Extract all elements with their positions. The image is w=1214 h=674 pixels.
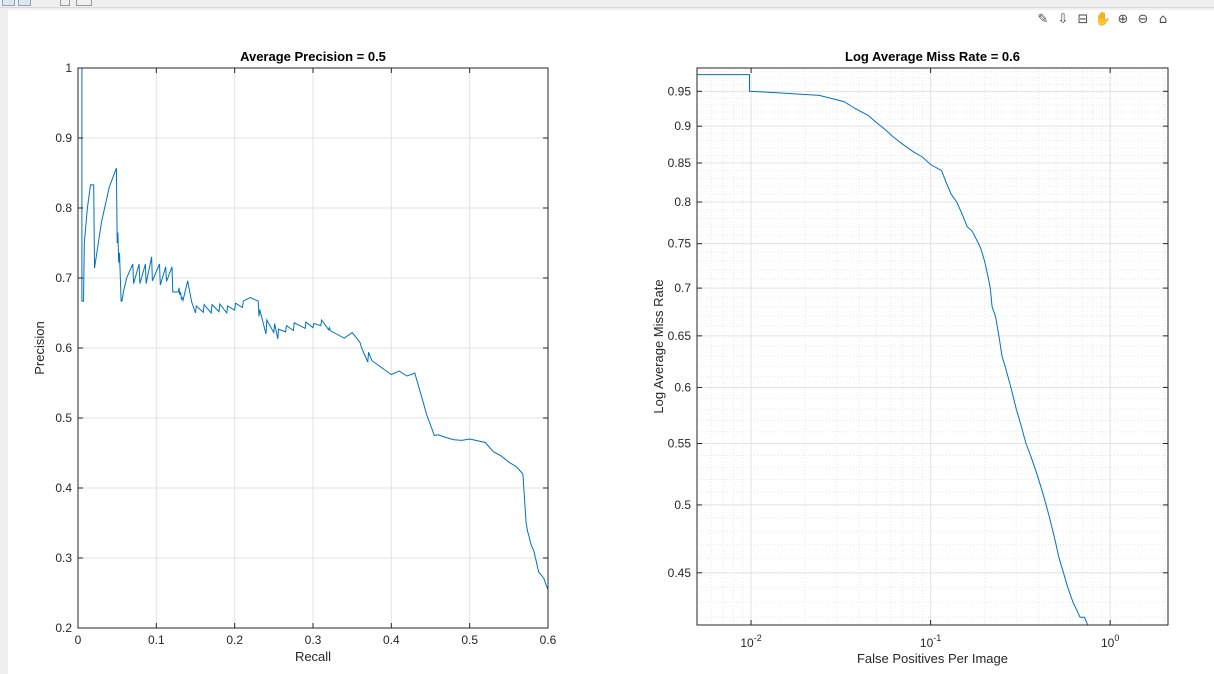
y-tick-label: 0.55 — [668, 437, 692, 451]
y-tick-label: 0.85 — [668, 156, 692, 170]
series-line — [78, 68, 548, 590]
y-axis-title: Precision — [32, 321, 47, 374]
chart-title: Average Precision = 0.5 — [240, 49, 386, 64]
y-tick-label: 0.95 — [668, 84, 692, 98]
x-tick-label: 0.1 — [148, 633, 165, 647]
y-tick-label: 1 — [65, 61, 72, 75]
x-axis-title: Recall — [295, 649, 331, 664]
pan-icon[interactable]: ✋ — [1094, 11, 1112, 27]
y-tick-label: 0.8 — [674, 195, 691, 209]
y-tick-label: 0.9 — [674, 119, 691, 133]
data-cursor-icon[interactable] — [60, 0, 70, 6]
zoom-in-icon[interactable]: ⊕ — [1117, 11, 1129, 27]
y-tick-label: 0.3 — [55, 551, 72, 565]
y-tick-label: 0.2 — [55, 621, 72, 635]
y-axis-title: Log Average Miss Rate — [651, 279, 666, 413]
figure-canvas: 0 0.1 0.2 0.3 0.4 0.5 0.6 0.2 0.3 0.4 0.5 0.6 0.7 0.8… — [8, 10, 1214, 674]
y-tick-label: 0.75 — [668, 237, 692, 251]
x-tick-label: 10-1 — [920, 633, 941, 650]
x-tick-label: 0.4 — [383, 633, 400, 647]
y-tick-label: 0.7 — [674, 281, 691, 295]
y-tick-label: 0.45 — [668, 566, 692, 580]
y-tick-label: 0.7 — [55, 271, 72, 285]
chart-title: Log Average Miss Rate = 0.6 — [845, 49, 1020, 64]
y-tick-label: 0.9 — [55, 131, 72, 145]
axes-toolbar: ✎ ⇩ ⊟ ✋ ⊕ ⊖ ⌂ — [1034, 10, 1172, 30]
x-tick-label: 0.3 — [305, 633, 322, 647]
y-tick-label: 0.8 — [55, 201, 72, 215]
y-tick-label: 0.6 — [55, 341, 72, 355]
minor-grid — [697, 68, 1168, 625]
save-icon[interactable] — [2, 0, 15, 6]
x-axis-title: False Positives Per Image — [857, 651, 1008, 666]
y-tick-label: 0.65 — [668, 329, 692, 343]
chart-2: 0.45 0.5 0.55 0.6 0.65 0.7 0.75 0.8 0.85 0.9 0.95 L… — [651, 49, 1169, 666]
home-icon[interactable]: ⌂ — [1158, 11, 1168, 27]
figure-svg: 0 0.1 0.2 0.3 0.4 0.5 0.6 0.2 0.3 0.4 0.5 0.6 0.7 0.8… — [32, 49, 1169, 666]
x-tick-label: 0.5 — [461, 633, 478, 647]
y-tick-label: 0.6 — [674, 380, 691, 394]
figure-toolbar — [0, 0, 1214, 8]
axes-box — [696, 67, 1169, 626]
export-icon[interactable]: ⇩ — [1057, 11, 1069, 27]
series-line — [697, 74, 1089, 625]
open-icon[interactable] — [18, 0, 31, 6]
chart-1: 0 0.1 0.2 0.3 0.4 0.5 0.6 0.2 0.3 0.4 0.5 0.6 0.7 0.8… — [32, 49, 557, 664]
brush-icon[interactable]: ✎ — [1037, 11, 1049, 27]
insert-legend-icon[interactable] — [76, 0, 92, 6]
x-tick-label: 10-2 — [740, 633, 761, 650]
x-tick-label: 100 — [1101, 633, 1119, 650]
y-tick-label: 0.5 — [55, 411, 72, 425]
y-tick-label: 0.4 — [55, 481, 72, 495]
x-tick-label: 0.6 — [540, 633, 557, 647]
datatip-icon[interactable]: ⊟ — [1077, 11, 1089, 27]
x-tick-label: 0 — [75, 633, 82, 647]
x-tick-label: 0.2 — [226, 633, 243, 647]
zoom-out-icon[interactable]: ⊖ — [1137, 11, 1149, 27]
y-tick-label: 0.5 — [674, 498, 691, 512]
